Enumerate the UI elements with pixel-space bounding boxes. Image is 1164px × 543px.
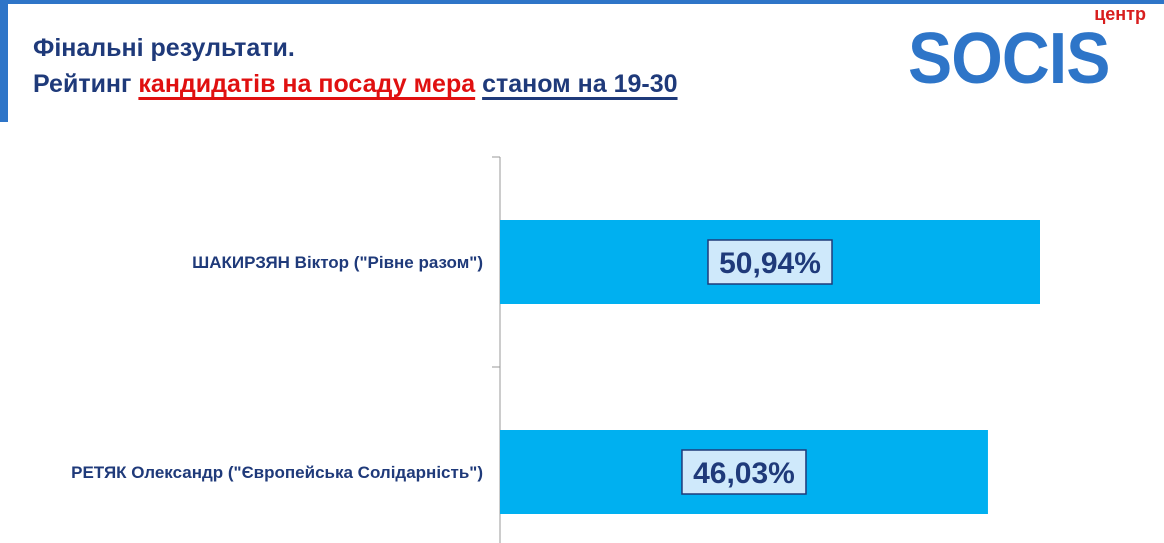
title-highlight: кандидатів на посаду мера <box>138 70 476 98</box>
data-label-box <box>681 449 807 495</box>
data-label-box <box>707 239 833 285</box>
data-label: 50,94% <box>719 247 821 280</box>
category-label: ШАКИРЗЯН Віктор ("Рівне разом") <box>192 253 483 272</box>
title-date: станом на 19-30 <box>482 70 678 98</box>
logo-main-text: SOCIS <box>908 19 1110 99</box>
category-label: РЕТЯК Олександр ("Європейська Солідарніс… <box>71 463 483 482</box>
data-label: 46,03% <box>693 457 795 490</box>
logo-small-text: центр <box>1094 4 1146 24</box>
title-line-2: Рейтинг кандидатів на посаду мера станом… <box>33 70 678 99</box>
socis-logo: центр SOCIS <box>908 4 1158 99</box>
title-line-1: Фінальні результати. <box>33 34 295 62</box>
title-text: Рейтинг <box>33 70 139 98</box>
left-border <box>0 0 8 122</box>
top-border <box>0 0 1164 4</box>
